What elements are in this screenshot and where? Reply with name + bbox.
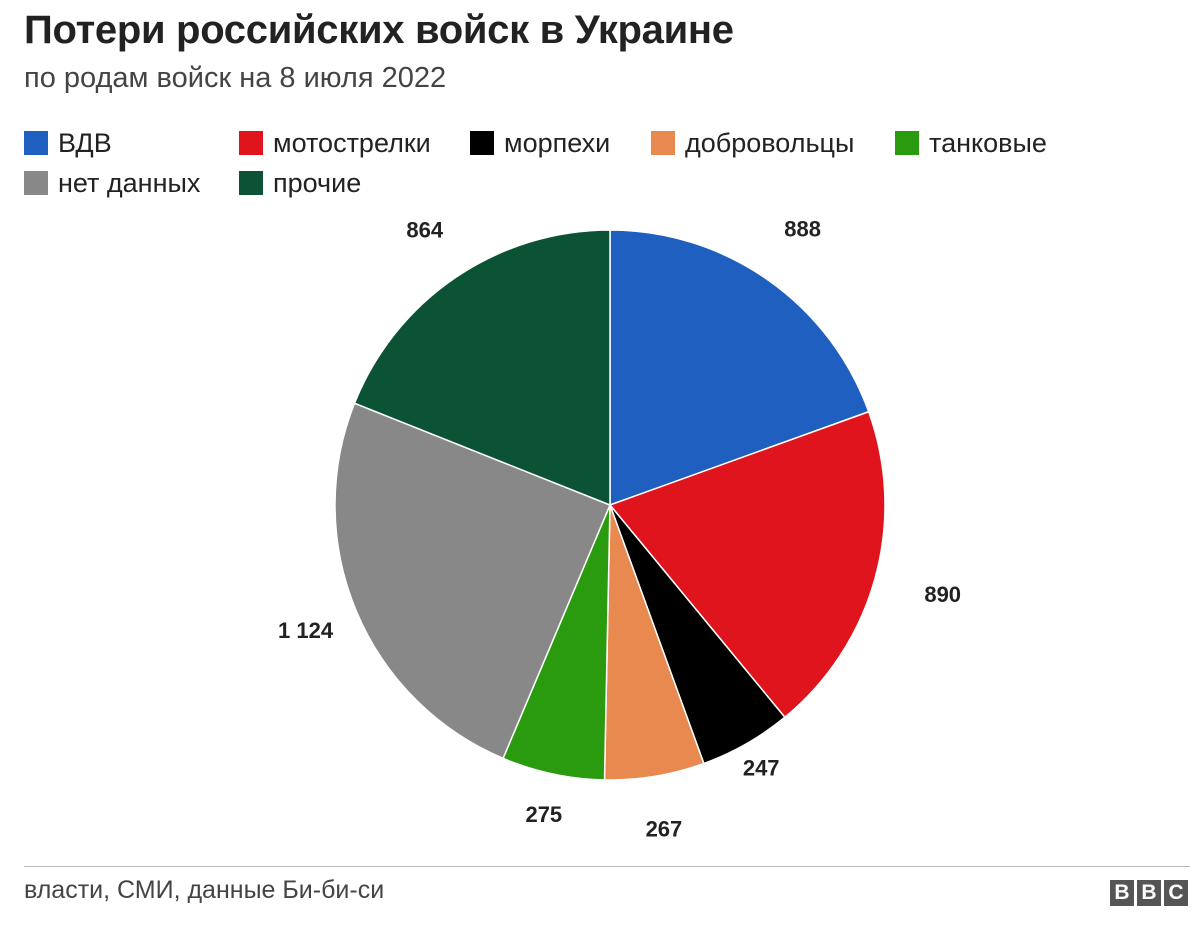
pie-value-label-3: 267 xyxy=(646,816,683,841)
legend-label: мотострелки xyxy=(273,127,431,158)
source-note: власти, СМИ, данные Би-би-си xyxy=(24,876,385,904)
legend-label: морпехи xyxy=(504,127,611,158)
legend-swatch xyxy=(651,131,675,155)
legend-item-no-data: нет данных xyxy=(24,168,200,198)
legend-label: прочие xyxy=(273,167,362,198)
bbc-logo-letter: C xyxy=(1164,880,1188,906)
pie-value-label-5: 1 124 xyxy=(278,618,334,643)
legend-item-vdv: ВДВ xyxy=(24,128,112,158)
legend-swatch xyxy=(239,171,263,195)
legend-swatch xyxy=(24,171,48,195)
legend-label: добровольцы xyxy=(685,127,855,158)
pie-chart: 888 890 247 267 275 1 124 864 xyxy=(278,217,961,842)
page-title: Потери российских войск в Украине xyxy=(24,8,734,52)
legend-label: ВДВ xyxy=(58,127,112,158)
legend-item-motorized-rifle: мотострелки xyxy=(239,128,431,158)
legend-item-tank: танковые xyxy=(895,128,1047,158)
legend-swatch xyxy=(24,131,48,155)
legend-item-volunteers: добровольцы xyxy=(651,128,854,158)
page-subtitle: по родам войск на 8 июля 2022 xyxy=(24,62,447,94)
bbc-logo-letter: B xyxy=(1137,880,1161,906)
pie-slice-5 xyxy=(334,402,611,760)
legend-label: танковые xyxy=(929,127,1047,158)
pie-value-label-4: 275 xyxy=(525,802,562,827)
chart-legend: ВДВ мотострелки морпехи добровольцы танк… xyxy=(24,128,1184,218)
footer-divider xyxy=(24,866,1190,867)
legend-swatch xyxy=(895,131,919,155)
pie-slices xyxy=(334,229,886,781)
legend-item-other: прочие xyxy=(239,168,361,198)
pie-slice-1 xyxy=(608,410,886,719)
legend-swatch xyxy=(470,131,494,155)
bbc-logo: B B C xyxy=(1110,880,1188,906)
bbc-logo-letter: B xyxy=(1110,880,1134,906)
legend-swatch xyxy=(239,131,263,155)
pie-value-label-2: 247 xyxy=(743,756,780,781)
legend-label: нет данных xyxy=(58,167,201,198)
pie-slice-0 xyxy=(609,229,870,507)
pie-value-label-0: 888 xyxy=(784,217,821,242)
pie-value-labels: 888 890 247 267 275 1 124 864 xyxy=(278,217,961,842)
pie-slice-6 xyxy=(353,229,611,507)
pie-value-label-6: 864 xyxy=(406,218,443,243)
pie-value-label-1: 890 xyxy=(924,582,961,607)
legend-item-marines: морпехи xyxy=(470,128,610,158)
